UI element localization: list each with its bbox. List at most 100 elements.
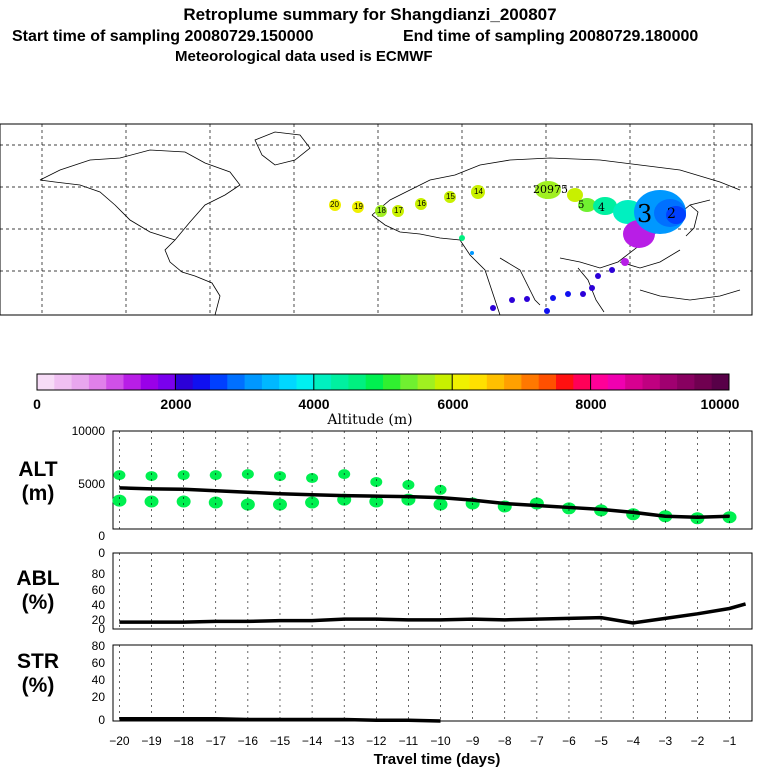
title-end-time: End time of sampling 20080729.180000: [403, 28, 698, 45]
colorbar-tick: 8000: [575, 396, 606, 412]
x-tick-label: −3: [658, 734, 672, 748]
plume-day-labels: 20 19 18 17 16 15 14 20975 5 4 3 2: [330, 183, 676, 228]
x-tick-label: −11: [399, 734, 419, 748]
x-tick-label: −13: [334, 734, 355, 748]
x-tick-label: −12: [366, 734, 387, 748]
colorbar-swatch: [71, 374, 90, 390]
x-axis-label: Travel time (days): [374, 751, 501, 768]
alt-upper-point: [113, 470, 126, 481]
day-label: 20975: [533, 183, 568, 196]
abl-ytick-top: 0: [98, 529, 105, 543]
day-label: 4: [598, 201, 605, 214]
colorbar-swatch: [504, 374, 522, 390]
x-tick-label: −7: [530, 734, 544, 748]
plume-day-6: [593, 197, 617, 215]
alt-lower-point: [176, 495, 191, 508]
str-ytick: 0: [98, 713, 105, 727]
x-axis-ticks: −20 −19 −18 −17 −16 −15 −14 −13 −12 −11 −10 −9 −8 −7 −…: [109, 431, 737, 748]
x-tick-label: −19: [141, 734, 162, 748]
altitude-colorbar: [36, 373, 730, 391]
str-panel-label: STR: [17, 650, 59, 673]
alt-lower-point: [112, 494, 127, 507]
plume-day-17: [392, 205, 404, 217]
alt-lower-point: [208, 496, 223, 509]
colorbar-swatch: [261, 374, 280, 390]
plume-dot: [459, 235, 465, 241]
colorbar-swatch: [607, 374, 626, 390]
str-ytick: 20: [92, 690, 106, 704]
alt-ytick: 5000: [78, 477, 105, 491]
abl-line: [119, 602, 747, 625]
colorbar-swatch: [158, 374, 176, 390]
day-label: 14: [474, 187, 483, 196]
day-label: 18: [377, 206, 386, 215]
colorbar-swatch: [383, 374, 401, 390]
plume-dot: [550, 295, 556, 301]
x-tick-label: −17: [206, 734, 227, 748]
colorbar-swatch: [106, 374, 124, 390]
plume-dot: [609, 267, 615, 273]
abl-ytick: 0: [98, 622, 105, 636]
plume-dot: [509, 297, 515, 303]
day-label: 19: [354, 202, 363, 211]
x-tick-label: −16: [238, 734, 259, 748]
alt-upper-point: [273, 471, 286, 482]
colorbar-swatch: [573, 374, 592, 390]
plume-day-18: [375, 205, 387, 217]
colorbar-label: Altitude (m): [326, 412, 412, 428]
abl-panel-frame: [112, 552, 753, 630]
colorbar-swatch: [123, 374, 142, 390]
day-label: 17: [394, 206, 403, 215]
x-tick-label: −20: [109, 734, 130, 748]
map-coastlines: [39, 131, 741, 316]
colorbar-tick: 6000: [437, 396, 468, 412]
plume-dot: [544, 308, 550, 314]
x-tick-label: −2: [691, 734, 705, 748]
plume-day-16: [415, 198, 427, 210]
str-panel-unit: (%): [22, 674, 55, 697]
alt-mean-line: [119, 486, 730, 519]
title-line1: Retroplume summary for Shangdianzi_20080…: [183, 5, 556, 24]
abl-panel-label: ABL: [16, 567, 59, 590]
colorbar-swatch: [642, 374, 661, 390]
x-tick-label: −15: [270, 734, 291, 748]
alt-panel-unit: (m): [22, 482, 55, 505]
x-tick-label: −14: [302, 734, 323, 748]
plume-day-1: [666, 206, 686, 224]
colorbar-swatch: [37, 374, 55, 390]
colorbar-swatch: [486, 374, 505, 390]
alt-lower-point: [144, 495, 159, 508]
title-start-time: Start time of sampling 20080729.150000: [12, 28, 314, 45]
str-ytick: 80: [92, 639, 106, 653]
alt-panel-label: ALT: [18, 458, 57, 481]
colorbar-swatch: [677, 374, 695, 390]
day-label: 5: [578, 200, 584, 211]
plume-dot: [470, 251, 474, 255]
colorbar-swatch: [348, 374, 367, 390]
x-tick-label: −18: [173, 734, 194, 748]
colorbar-swatch: [88, 374, 107, 390]
colorbar-swatch: [469, 374, 488, 390]
colorbar-tick: 4000: [298, 396, 329, 412]
colorbar-swatch: [400, 374, 419, 390]
abl-ytick: 40: [92, 598, 106, 612]
alt-panel-frame: [112, 430, 753, 530]
plume-day-15: [444, 191, 456, 203]
title-met-data: Meteorological data used is ECMWF: [175, 48, 433, 65]
plume-trajectory: [329, 181, 686, 314]
world-map: 20 19 18 17 16 15 14 20975 5 4 3 2: [0, 123, 753, 316]
alt-upper-point: [434, 484, 447, 495]
day-label: 20: [330, 200, 339, 209]
abl-panel-unit: (%): [22, 591, 55, 614]
colorbar-swatch: [192, 374, 211, 390]
alt-lower-point: [305, 496, 320, 509]
day-label: 3: [637, 200, 652, 228]
str-ytick: 60: [92, 656, 106, 670]
str-ytick: 40: [92, 673, 106, 687]
colorbar-swatch: [175, 374, 194, 390]
abl-ytick: 60: [92, 583, 106, 597]
colorbar-swatch: [331, 374, 349, 390]
plume-dot: [621, 258, 629, 266]
colorbar-swatch: [659, 374, 678, 390]
